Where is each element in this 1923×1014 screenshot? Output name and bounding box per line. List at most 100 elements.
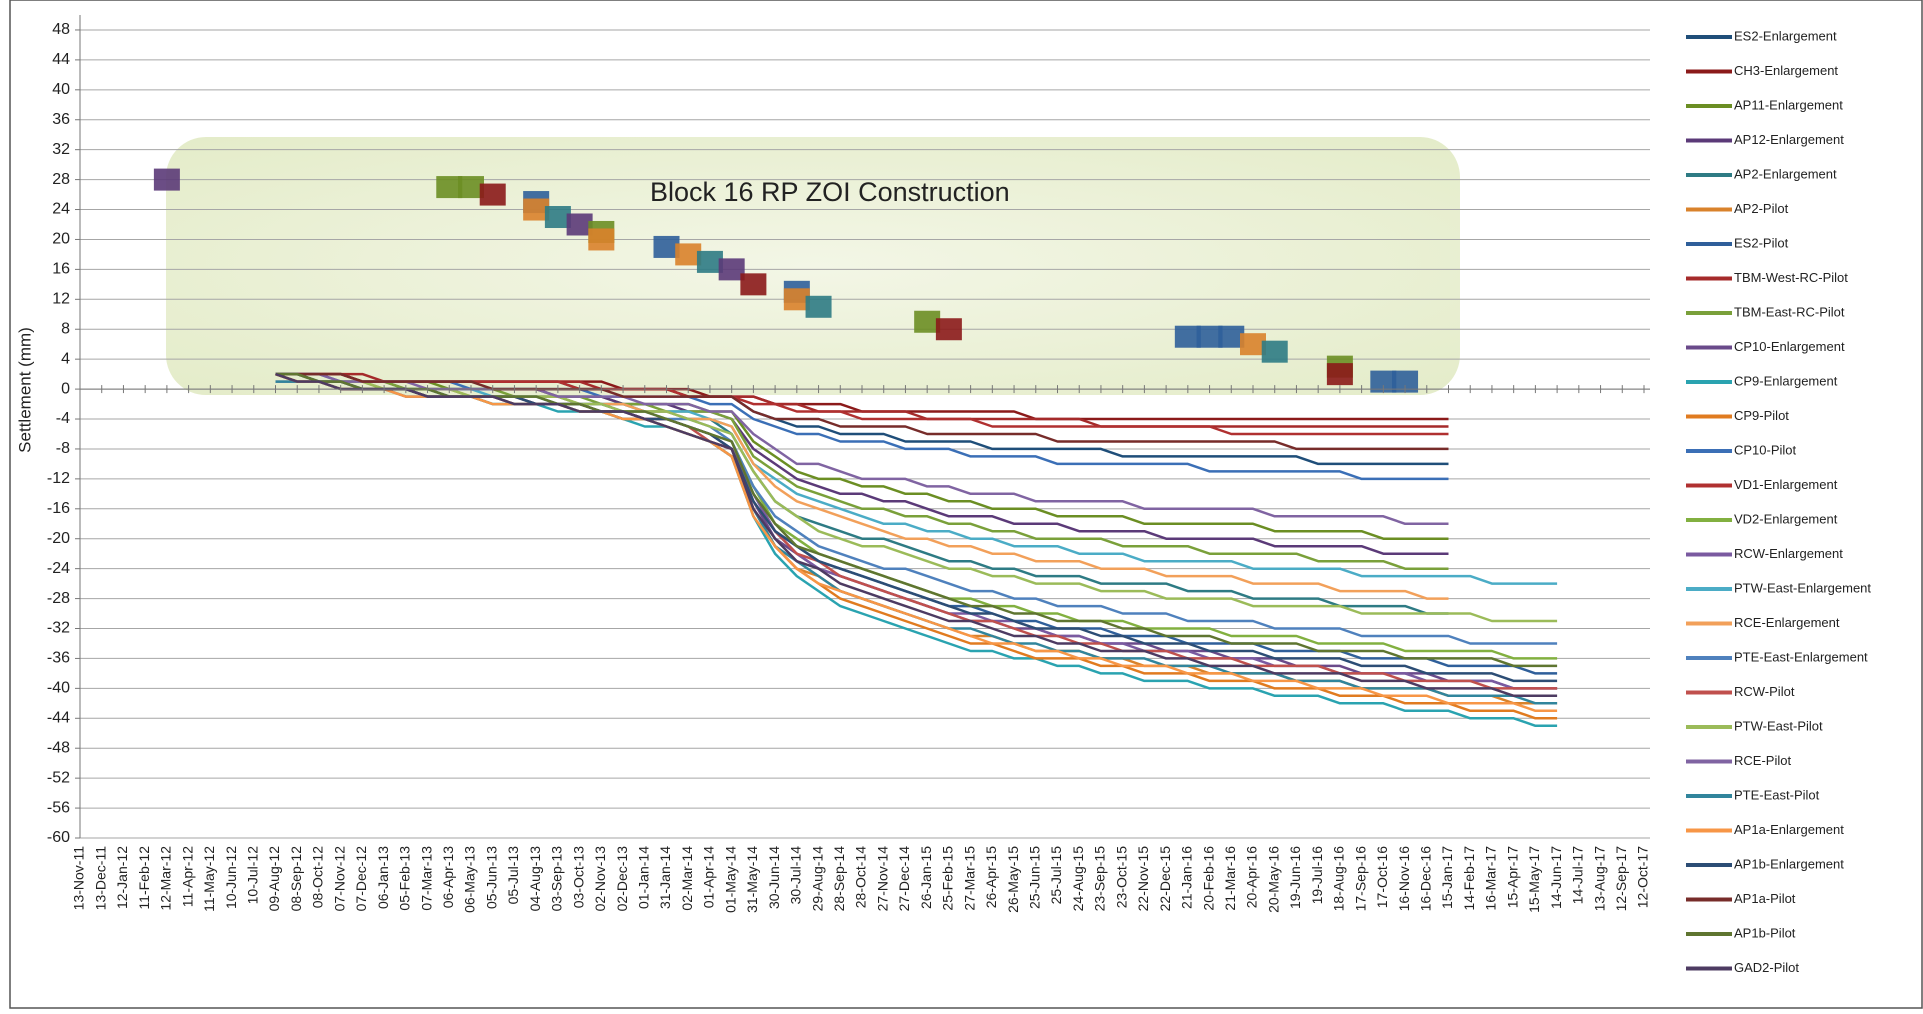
- x-tick-label: 10-Jul-12: [244, 846, 260, 905]
- y-tick-label: 12: [52, 291, 70, 308]
- x-tick-label: 12-Sep-17: [1613, 846, 1629, 912]
- y-tick-label: -60: [47, 829, 70, 846]
- x-tick-label: 19-Jun-16: [1287, 846, 1303, 909]
- x-tick-label: 16-Dec-16: [1417, 846, 1433, 912]
- x-tick-label: 27-Nov-14: [874, 846, 890, 912]
- zoi-marker: [1174, 325, 1201, 348]
- y-tick-label: 24: [52, 201, 70, 218]
- x-tick-label: 02-Dec-13: [614, 846, 630, 912]
- legend-label: PTE-East-Enlargement: [1734, 649, 1868, 664]
- x-tick-label: 11-Feb-12: [136, 846, 152, 910]
- zoi-marker: [935, 318, 962, 341]
- x-tick-label: 19-Jul-16: [1309, 846, 1325, 905]
- zoi-marker: [718, 258, 745, 281]
- x-tick-label: 09-Aug-12: [266, 846, 282, 912]
- annotation: Block 16 RP ZOI Construction: [650, 177, 1010, 207]
- legend-label: TBM-West-RC-Pilot: [1734, 270, 1848, 285]
- x-tick-label: 12-Jan-12: [114, 846, 130, 909]
- y-tick-label: 48: [52, 21, 70, 38]
- y-tick-label: -24: [47, 560, 70, 577]
- x-tick-label: 02-Mar-14: [679, 846, 695, 911]
- series-line: [275, 372, 1449, 451]
- y-tick-label: 20: [52, 231, 70, 248]
- x-tick-label: 24-Aug-15: [1070, 846, 1086, 912]
- x-tick-label: 17-Oct-16: [1374, 846, 1390, 908]
- zoi-marker: [653, 235, 680, 258]
- frame: [9, 0, 1923, 1009]
- zoi-marker: [783, 288, 810, 311]
- x-tick-label: 27-Mar-15: [961, 846, 977, 911]
- x-tick-label: 31-May-14: [744, 846, 760, 913]
- zoi-marker: [523, 198, 550, 221]
- x-tick-label: 17-Sep-16: [1352, 846, 1368, 912]
- y-tick-label: -32: [47, 620, 70, 637]
- legend-label: PTW-East-Enlargement: [1734, 580, 1871, 595]
- x-tick-label: 13-Nov-11: [71, 846, 87, 911]
- y-tick-label: 40: [52, 81, 70, 98]
- zoi-marker: [675, 243, 702, 266]
- zoi-marker: [740, 273, 767, 296]
- x-tick-label: 20-May-16: [1265, 846, 1281, 913]
- legend-label: CH3-Enlargement: [1734, 63, 1838, 78]
- x-tick-label: 13-Aug-17: [1591, 846, 1607, 912]
- x-tick-label: 11-May-12: [201, 846, 217, 912]
- y-tick-label: -48: [47, 739, 70, 756]
- legend-label: PTE-East-Pilot: [1734, 787, 1820, 802]
- y-tick-label: 8: [61, 320, 70, 337]
- x-tick-label: 07-Nov-12: [331, 846, 347, 912]
- zoi-marker: [1392, 370, 1419, 393]
- zoi-marker: [153, 168, 180, 191]
- zoi-marker: [805, 295, 832, 318]
- legend-label: AP11-Enlargement: [1734, 97, 1843, 112]
- legend-label: RCW-Enlargement: [1734, 546, 1843, 561]
- x-tick-label: 25-Jun-15: [1026, 846, 1042, 909]
- x-tick-label: 05-Jul-13: [505, 846, 521, 905]
- y-tick-label: 16: [52, 261, 70, 278]
- zoi-marker: [436, 176, 463, 199]
- y-tick-label: -28: [47, 590, 70, 607]
- legend-label: CP9-Pilot: [1734, 408, 1789, 423]
- zoi-marker: [458, 176, 484, 199]
- y-tick-label: -12: [47, 470, 70, 487]
- x-tick-label: 06-Jan-13: [375, 846, 391, 909]
- legend-label: GAD2-Pilot: [1734, 960, 1799, 975]
- x-tick-label: 21-Jan-16: [1179, 846, 1195, 909]
- legend-label: AP1a-Pilot: [1734, 891, 1796, 906]
- x-tick-label: 10-Jun-12: [223, 846, 239, 909]
- x-tick-label: 16-Mar-17: [1483, 846, 1499, 911]
- x-tick-label: 15-Jan-17: [1439, 846, 1455, 909]
- x-tick-label: 03-Oct-13: [570, 846, 586, 908]
- y-tick-label: 44: [52, 51, 70, 68]
- x-tick-label: 21-Mar-16: [1222, 846, 1238, 911]
- legend-label: ES2-Enlargement: [1734, 28, 1837, 43]
- y-tick-label: 0: [61, 380, 70, 397]
- x-tick-label: 14-Jul-17: [1570, 846, 1586, 905]
- series-line: [275, 372, 1558, 713]
- legend-label: CP10-Enlargement: [1734, 339, 1845, 354]
- x-tick-label: 29-Aug-14: [809, 846, 825, 912]
- legend-label: AP1b-Enlargement: [1734, 856, 1844, 871]
- x-tick-label: 27-Dec-14: [896, 846, 912, 912]
- legend: ES2-Enlargement CH3-Enlargement AP11-Enlar…: [1686, 28, 1871, 975]
- x-tick-label: 20-Apr-16: [1244, 846, 1260, 908]
- legend-label: RCW-Pilot: [1734, 684, 1795, 699]
- y-tick-label: -56: [47, 799, 70, 816]
- y-tick-label: -52: [47, 769, 70, 786]
- y-tick-label: -44: [47, 710, 70, 727]
- x-tick-label: 07-Dec-12: [353, 846, 369, 912]
- x-tick-label: 07-Mar-13: [418, 846, 434, 911]
- y-tick-label: -20: [47, 530, 70, 547]
- zoi-marker: [696, 250, 723, 273]
- x-tick-label: 15-May-17: [1526, 846, 1542, 913]
- zoi-marker: [588, 228, 615, 251]
- y-tick-label: -40: [47, 680, 70, 697]
- x-tick-label: 30-Jun-14: [766, 846, 782, 909]
- series-line: [275, 372, 1449, 555]
- x-tick-label: 16-Nov-16: [1396, 846, 1412, 912]
- zoi-marker: [566, 213, 593, 236]
- y-tick-label: 36: [52, 111, 70, 128]
- legend-label: ES2-Pilot: [1734, 235, 1789, 250]
- legend-label: TBM-East-RC-Pilot: [1734, 304, 1845, 319]
- x-tick-label: 31-Jan-14: [657, 846, 673, 909]
- zoi-marker: [544, 206, 571, 229]
